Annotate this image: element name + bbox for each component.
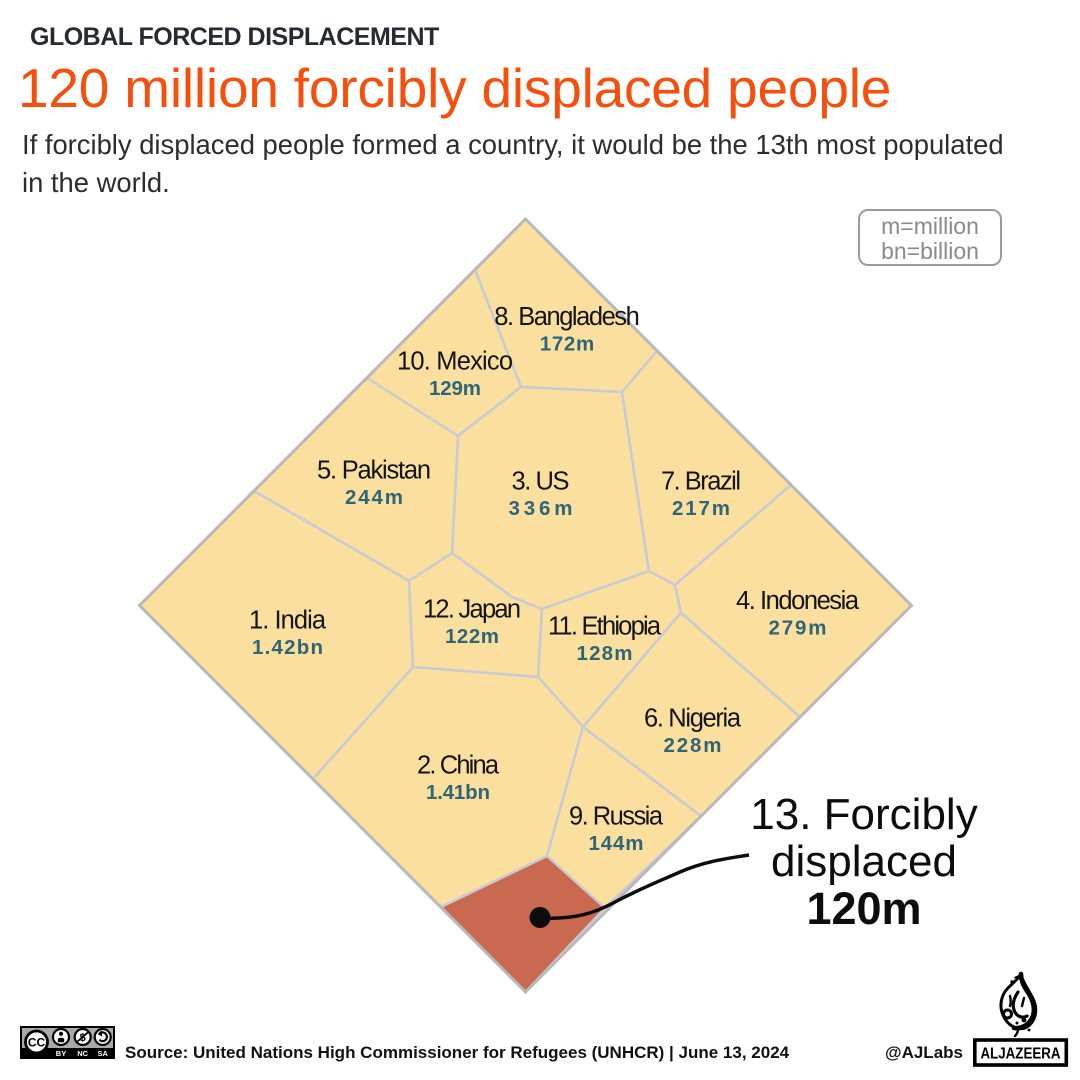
svg-text:5. Pakistan: 5. Pakistan <box>317 457 431 485</box>
svg-text:7. Brazil: 7. Brazil <box>661 468 741 496</box>
svg-text:1.41bn: 1.41bn <box>426 781 490 804</box>
svg-text:1.42bn: 1.42bn <box>252 636 323 659</box>
svg-text:228m: 228m <box>664 734 722 757</box>
svg-text:279m: 279m <box>769 616 827 639</box>
svg-text:244m: 244m <box>345 486 403 509</box>
svg-text:172m: 172m <box>540 332 595 355</box>
svg-text:144m: 144m <box>589 832 644 855</box>
svg-text:CC: CC <box>28 1036 46 1050</box>
svg-text:128m: 128m <box>577 642 633 665</box>
svg-text:3. US: 3. US <box>512 468 570 496</box>
svg-text:SA: SA <box>97 1049 108 1058</box>
svg-text:NC: NC <box>77 1049 88 1058</box>
svg-text:9. Russia: 9. Russia <box>569 803 664 831</box>
svg-text:2. China: 2. China <box>417 752 500 780</box>
svg-text:4. Indonesia: 4. Indonesia <box>736 587 860 615</box>
svg-text:129m: 129m <box>429 377 481 400</box>
svg-text:1. India: 1. India <box>249 607 327 635</box>
svg-text:BY: BY <box>56 1049 66 1058</box>
svg-text:217m: 217m <box>672 497 730 520</box>
svg-text:6. Nigeria: 6. Nigeria <box>644 705 742 733</box>
svg-text:122m: 122m <box>445 625 499 648</box>
svg-text:336m: 336m <box>509 497 573 520</box>
svg-text:10. Mexico: 10. Mexico <box>397 348 513 376</box>
svg-text:12. Japan: 12. Japan <box>423 596 521 624</box>
svg-text:ALJAZEERA: ALJAZEERA <box>981 1046 1061 1063</box>
svg-text:11. Ethiopia: 11. Ethiopia <box>548 613 662 641</box>
svg-text:8. Bangladesh: 8. Bangladesh <box>494 303 640 331</box>
